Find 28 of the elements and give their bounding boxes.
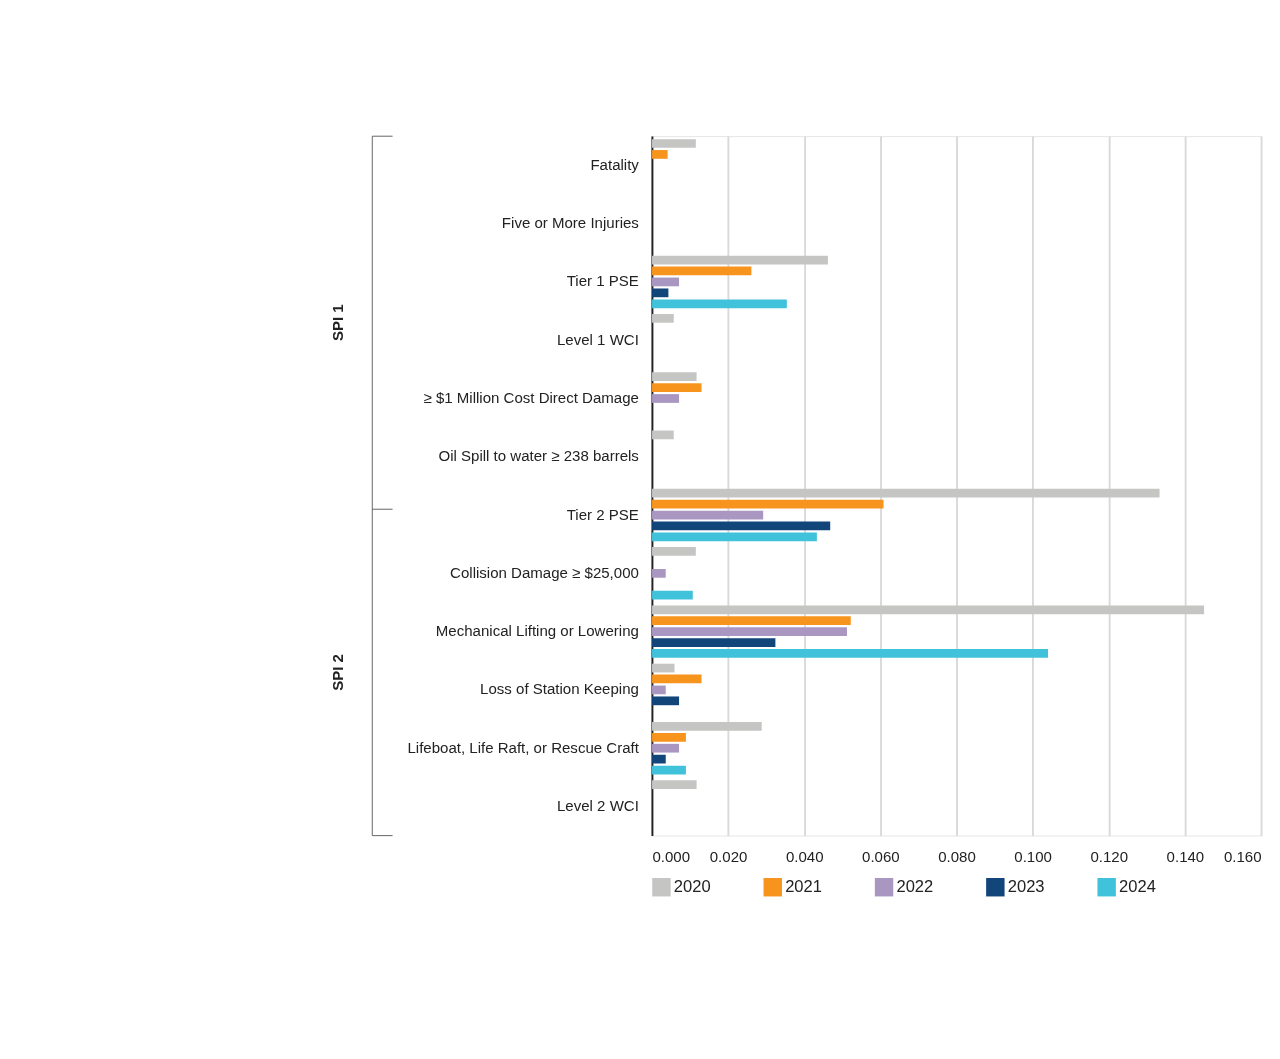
y-tick-label: Mechanical Lifting or Lowering [435, 622, 639, 640]
legend-label: 2020 [673, 877, 711, 897]
y-tick-label: ≥ $1 Million Cost Direct Damage [423, 389, 639, 406]
x-tick-label: 0.020 [709, 847, 748, 865]
x-tick-label: 0.160 [1223, 847, 1262, 865]
y-tick-label: Tier 2 PSE [566, 505, 639, 523]
legend-label: 2023 [1007, 877, 1045, 897]
y-tick-label: Collision Damage ≥ $25,000 [450, 563, 639, 581]
legend-label: 2021 [785, 877, 822, 897]
x-tick-label: 0.060 [862, 847, 900, 865]
text: SPI 1 [328, 304, 346, 342]
y-tick-label: Loss of Station Keeping [480, 680, 639, 698]
y-tick-label: Tier 1 PSE [566, 272, 639, 290]
y-tick-label: Five or More Injuries [501, 214, 639, 232]
legend-label: 2024 [1119, 877, 1156, 897]
x-tick-label: 0.120 [1090, 847, 1129, 865]
y-tick-label: Oil Spill to water ≥ 238 barrels [438, 447, 639, 465]
x-tick-label: 0.100 [1014, 847, 1052, 865]
y-tick-label: Level 1 WCI [557, 330, 639, 348]
x-tick-label: 0.140 [1166, 847, 1205, 865]
y-tick-label: Lifeboat, Life Raft, or Rescue Craft [407, 738, 640, 756]
y-tick-label: Fatality [590, 155, 640, 173]
legend-label: 2022 [896, 877, 934, 897]
x-tick-label: 0.040 [785, 847, 824, 865]
text: SPI 2 [328, 654, 346, 691]
y-tick-label: Level 2 WCI [557, 796, 639, 814]
x-tick-label: 0.080 [938, 847, 976, 865]
x-tick-label: 0.000 [652, 847, 691, 865]
